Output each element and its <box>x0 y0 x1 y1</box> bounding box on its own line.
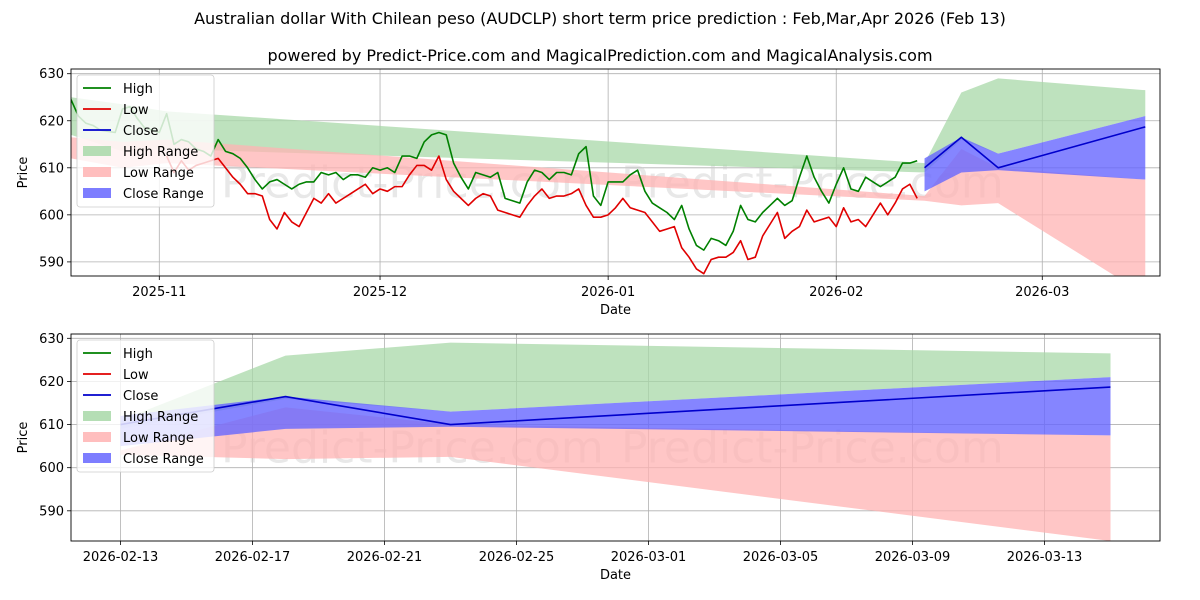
legend-swatch-low-range <box>83 167 111 177</box>
y-tick-label: 620 <box>39 375 64 390</box>
y-tick-label: 610 <box>39 418 64 433</box>
legend-swatch-low-range <box>83 432 111 442</box>
x-tick-label: 2026-02-25 <box>479 550 555 565</box>
low-range-area <box>120 407 1111 541</box>
x-axis-label: Date <box>600 303 631 318</box>
chart-panel-1: Predict-Price.com Predict-Price.com2025-1… <box>16 67 1161 318</box>
high-range-area <box>71 78 1146 173</box>
legend-label-low: Low <box>123 368 149 383</box>
x-tick-label: 2025-11 <box>132 285 186 300</box>
legend-label-high: High <box>123 82 153 97</box>
x-axis-label: Date <box>600 568 631 583</box>
chart-subtitle: powered by Predict-Price.com and Magical… <box>267 46 933 65</box>
x-tick-label: 2026-03-09 <box>875 550 951 565</box>
low-line <box>165 155 918 275</box>
high-line <box>71 99 918 251</box>
legend-swatch-close-range <box>83 188 111 198</box>
y-axis-label: Price <box>16 157 31 189</box>
y-tick-label: 600 <box>39 461 64 476</box>
close-line <box>924 126 1146 169</box>
y-axis: 590 600 610 620 630 Price <box>16 332 71 519</box>
legend-swatch-high-range <box>83 411 111 421</box>
x-axis: 2026-02-13 2026-02-17 2026-02-21 2026-02-25… <box>83 541 1083 583</box>
y-tick-label: 610 <box>39 161 64 176</box>
legend-box <box>76 339 215 473</box>
y-axis-label: Price <box>16 422 31 454</box>
legend-label-low-range: Low Range <box>123 166 194 181</box>
legend-label-low-range: Low Range <box>123 431 194 446</box>
x-tick-label: 2026-01 <box>581 285 635 300</box>
x-tick-label: 2026-03 <box>1015 285 1069 300</box>
y-tick-label: 590 <box>39 255 64 270</box>
x-tick-label: 2026-02-17 <box>215 550 291 565</box>
chart-title: Australian dollar With Chilean peso (AUD… <box>194 9 1006 28</box>
legend-label-close: Close <box>123 389 158 404</box>
y-axis: 590 600 610 620 630 Price <box>16 67 71 270</box>
x-tick-label: 2026-03-01 <box>611 550 687 565</box>
legend-label-low: Low <box>123 103 149 118</box>
x-tick-label: 2026-02-21 <box>347 550 423 565</box>
y-tick-label: 590 <box>39 504 64 519</box>
legend: High Low Close High Range Low Range Close Ran… <box>76 74 215 208</box>
chart-panel-2: Predict-Price.comPredict-Price.com2026-0… <box>16 332 1161 583</box>
legend-label-close: Close <box>123 124 158 139</box>
legend-label-high: High <box>123 347 153 362</box>
y-tick-label: 620 <box>39 114 64 129</box>
plot-frame <box>70 333 1161 542</box>
y-tick-label: 630 <box>39 332 64 347</box>
x-axis: 2025-11 2025-12 2026-01 2026-02 2026-03 Date <box>132 276 1069 318</box>
x-tick-label: 2025-12 <box>353 285 407 300</box>
legend-box <box>76 74 215 208</box>
y-tick-label: 630 <box>39 67 64 82</box>
x-tick-label: 2026-03-05 <box>743 550 819 565</box>
y-tick-label: 600 <box>39 208 64 223</box>
close-range-area <box>120 377 1111 447</box>
x-tick-label: 2026-02 <box>809 285 863 300</box>
legend-swatch-high-range <box>83 146 111 156</box>
high-range-area <box>120 342 1111 429</box>
legend: High Low Close High Range Low Range Close Ran… <box>76 339 215 473</box>
legend-label-high-range: High Range <box>123 410 198 425</box>
close-range-area <box>924 116 1146 192</box>
legend-label-close-range: Close Range <box>123 452 204 467</box>
x-tick-label: 2026-03-13 <box>1007 550 1083 565</box>
legend-label-high-range: High Range <box>123 145 198 160</box>
legend-swatch-close-range <box>83 453 111 463</box>
plot-frame <box>70 68 1161 277</box>
x-tick-label: 2026-02-13 <box>83 550 159 565</box>
legend-label-close-range: Close Range <box>123 187 204 202</box>
